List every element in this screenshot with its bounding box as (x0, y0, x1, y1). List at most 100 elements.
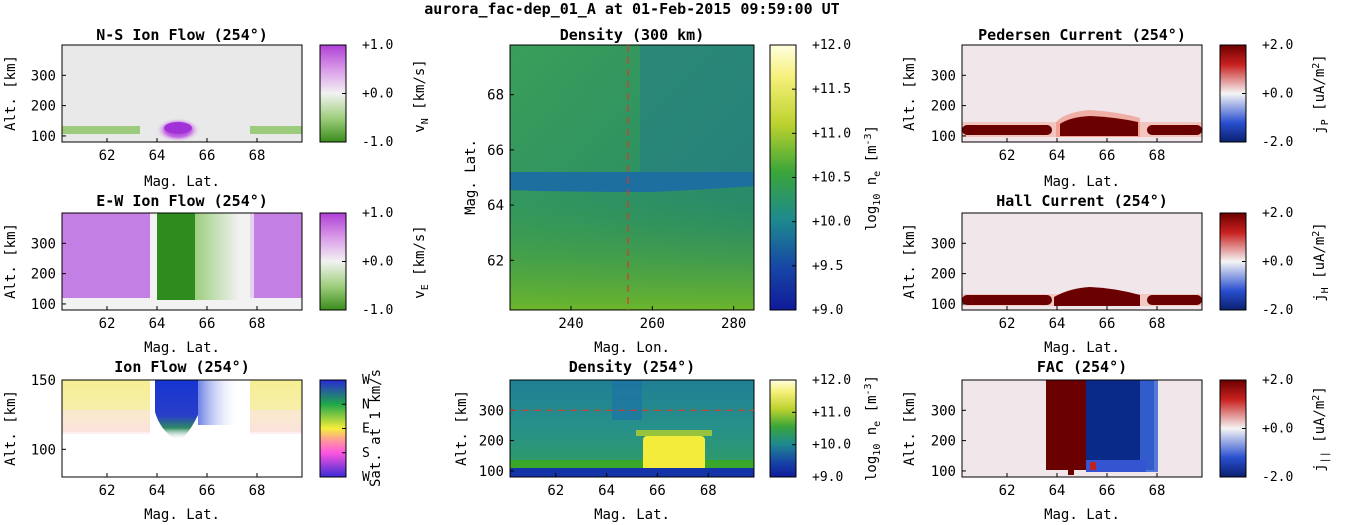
colorbar-tick-label: +11.5 (812, 82, 851, 97)
y-tick-label: 100 (931, 464, 956, 480)
colorbar: +2.0 +0.0 -2.0 jP [uA/m2] (1219, 38, 1331, 150)
panel-ion-flow: Ion Flow (254°) 62 64 66 68 100 150 Mag. Lat.… (3, 358, 384, 523)
panel-title: E-W Ion Flow (254°) (96, 192, 268, 210)
y-tick-label: 200 (479, 434, 504, 450)
colorbar-tick-label: +2.0 (1262, 373, 1293, 388)
y-tick-label: 150 (31, 373, 56, 389)
colorbar: +12.0 +11.5 +11.0 +10.5 +10.0 +9.5 +9.0 log10 … (769, 38, 883, 318)
colorbar-label: log10 ne [m-3] (863, 125, 883, 231)
colorbar-tick-label: +10.0 (812, 215, 851, 230)
colorbar-tick-label: +0.0 (362, 255, 393, 270)
y-tick-label: 300 (31, 236, 56, 252)
x-tick-label: 66 (199, 483, 216, 499)
colorbar-tick-label: -2.0 (1262, 470, 1293, 485)
y-axis-label: Alt. [km] (454, 390, 470, 466)
y-tick-label: 300 (931, 403, 956, 419)
colorbar-label: jH [uA/m2] (1311, 222, 1331, 302)
colorbar-tick-label: +0.0 (362, 87, 393, 102)
heatmap-plot-area (510, 45, 754, 310)
x-tick-label: 66 (199, 148, 216, 164)
colorbar-tick-label: +9.0 (812, 470, 843, 485)
y-tick-label: 300 (931, 236, 956, 252)
axes: 240 260 280 62 64 66 68 (487, 88, 746, 332)
x-axis-label: Mag. Lat. (1044, 507, 1120, 523)
x-tick-label: 62 (999, 148, 1016, 164)
colorbar-label: jP [uA/m2] (1311, 54, 1331, 134)
y-axis-label: Alt. [km] (902, 223, 918, 299)
y-tick-label: 62 (487, 253, 504, 269)
x-tick-label: 66 (1099, 316, 1116, 332)
y-tick-label: 300 (479, 403, 504, 419)
x-axis-label: Mag. Lat. (1044, 174, 1120, 190)
y-tick-label: 200 (931, 434, 956, 450)
colorbar-tick-label: +2.0 (1262, 38, 1293, 53)
panel-ew-ion-flow: E-W Ion Flow (254°) 62 64 66 68 100 200 300 Ma… (3, 192, 431, 356)
colorbar: +2.0 +0.0 -2.0 jH [uA/m2] (1219, 206, 1331, 318)
colorbar-label: j|| [uA/m2] (1311, 386, 1331, 472)
colorbar-tick-label: +0.0 (1262, 255, 1293, 270)
x-tick-label: 62 (999, 483, 1016, 499)
x-tick-label: 280 (721, 316, 746, 332)
colorbar-tick-label: +1.0 (362, 206, 393, 221)
x-tick-label: 64 (149, 148, 166, 164)
x-axis-label: Mag. Lat. (1044, 340, 1120, 356)
colorbar-tick-label: +11.0 (812, 405, 851, 420)
y-tick-label: 200 (931, 99, 956, 115)
x-tick-label: 64 (1049, 316, 1066, 332)
y-tick-label: 200 (31, 267, 56, 283)
colorbar-tick-label: -2.0 (1262, 303, 1293, 318)
colorbar: +1.0 +0.0 -1.0 vE [km/s] (319, 206, 431, 318)
y-tick-label: 100 (479, 464, 504, 480)
x-tick-label: 68 (249, 316, 266, 332)
panel-title: Pedersen Current (254°) (978, 26, 1186, 44)
colorbar-label: vE [km/s] (412, 225, 431, 298)
x-tick-label: 240 (558, 316, 583, 332)
panel-density-300km: Density (300 km) 240 260 280 62 64 66 68 Mag. … (463, 26, 883, 356)
x-axis-label: Mag. Lat. (594, 507, 670, 523)
colorbar-label: log10 ne [m-3] (863, 375, 883, 481)
panel-pedersen-current: Pedersen Current (254°) 62 64 66 68 100 200 30… (902, 26, 1331, 190)
y-tick-label: 100 (31, 129, 56, 145)
panel-hall-current: Hall Current (254°) 62 64 66 68 100 200 300 Ma… (902, 192, 1331, 356)
colorbar-tick-label: +11.0 (812, 126, 851, 141)
heatmap-plot-area (962, 45, 1202, 142)
panel-title: Density (300 km) (560, 26, 705, 44)
y-tick-label: 300 (31, 68, 56, 84)
colorbar-tick-label: +0.0 (1262, 87, 1293, 102)
heatmap-plot-area (62, 45, 302, 142)
y-axis-label: Alt. [km] (902, 55, 918, 131)
x-tick-label: 68 (249, 483, 266, 499)
y-tick-label: 68 (487, 88, 504, 104)
x-tick-label: 66 (199, 316, 216, 332)
heatmap-plot-area (510, 380, 754, 477)
x-tick-label: 66 (1099, 148, 1116, 164)
heatmap-plot-area (62, 213, 302, 310)
axes: 62 64 66 68 100 200 300 (31, 68, 266, 164)
colorbar-tick-label: -1.0 (362, 303, 393, 318)
colorbar-tick-label: +9.5 (812, 259, 843, 274)
x-tick-label: 66 (1099, 483, 1116, 499)
x-tick-label: 68 (249, 148, 266, 164)
y-tick-label: 100 (931, 129, 956, 145)
y-tick-label: 100 (931, 297, 956, 313)
x-tick-label: 62 (999, 316, 1016, 332)
x-tick-label: 64 (1049, 483, 1066, 499)
x-tick-label: 62 (99, 148, 116, 164)
axes: 62 64 66 68 100 200 300 (931, 403, 1166, 499)
colorbar-label: Sat. at 1 km/s (368, 369, 384, 487)
colorbar-tick-label: N (362, 397, 370, 412)
panel-title: Ion Flow (254°) (114, 358, 249, 376)
x-tick-label: 62 (99, 316, 116, 332)
colorbar-tick-label: +1.0 (362, 38, 393, 53)
x-tick-label: 62 (99, 483, 116, 499)
y-axis-label: Alt. [km] (902, 390, 918, 466)
x-tick-label: 64 (598, 483, 615, 499)
x-axis-label: Mag. Lat. (144, 340, 220, 356)
colorbar-tick-label: +10.0 (812, 438, 851, 453)
panel-title: Hall Current (254°) (996, 192, 1168, 210)
x-tick-label: 68 (1149, 483, 1166, 499)
y-axis-label: Alt. [km] (3, 390, 19, 466)
heatmap-plot-area (962, 380, 1202, 477)
